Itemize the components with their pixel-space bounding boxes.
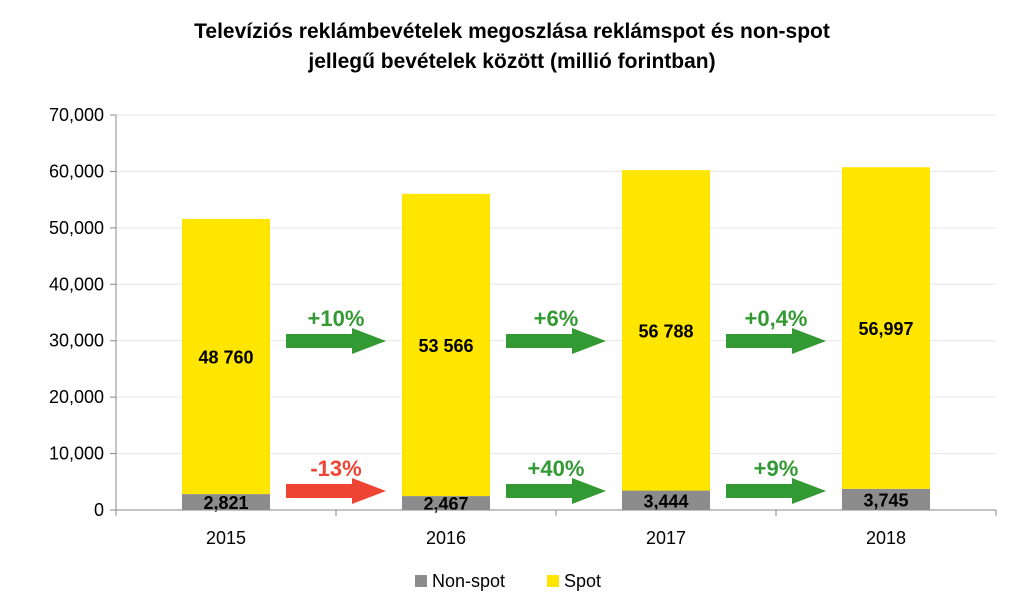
axes: 0 10,000 20,000 30,000 40,000 50,000 60,000 70,… bbox=[49, 105, 997, 548]
label-spot-growth-2: +0,4% bbox=[745, 306, 808, 331]
label-nonspot-growth-1: +40% bbox=[528, 456, 585, 481]
arrow-spot-growth-2 bbox=[726, 328, 826, 354]
x-tick-label-2017: 2017 bbox=[646, 528, 686, 548]
y-tick-label-0: 0 bbox=[94, 500, 104, 520]
y-tick-label-3: 30,000 bbox=[49, 331, 104, 351]
y-tick-label-2: 20,000 bbox=[49, 387, 104, 407]
label-nonspot-growth-2: +9% bbox=[754, 456, 799, 481]
label-spot-growth-1: +6% bbox=[534, 306, 579, 331]
data-label-spot-2016: 53 566 bbox=[418, 336, 473, 356]
legend-nonspot-swatch bbox=[415, 575, 427, 587]
data-label-spot-2017: 56 788 bbox=[638, 321, 693, 341]
bar-spot-2015 bbox=[182, 218, 270, 495]
data-label-nonspot-2018: 3,745 bbox=[863, 490, 908, 510]
data-label-spot-2018: 56,997 bbox=[858, 319, 913, 339]
x-tick-label-2016: 2016 bbox=[426, 528, 466, 548]
arrow-spot-growth-0 bbox=[286, 328, 386, 354]
bar-nonspot-2017 bbox=[622, 490, 710, 510]
arrow-nonspot-growth-0 bbox=[286, 478, 386, 504]
legend-nonspot-label: Non-spot bbox=[432, 571, 505, 591]
legend: Non-spot Spot bbox=[415, 571, 601, 591]
bar-nonspot-2015 bbox=[182, 494, 270, 510]
x-tick-label-2015: 2015 bbox=[206, 528, 246, 548]
chart-title-line-2: jellegű bevételek között (millió forintb… bbox=[307, 50, 715, 73]
bar-spot-2017 bbox=[622, 170, 710, 491]
bar-nonspot-2016 bbox=[402, 496, 490, 510]
arrow-nonspot-growth-1 bbox=[506, 478, 606, 504]
bar-spot-2018 bbox=[842, 167, 930, 489]
data-label-nonspot-2017: 3,444 bbox=[643, 491, 688, 511]
arrow-nonspot-growth-2 bbox=[726, 478, 826, 504]
bar-nonspot-2018 bbox=[842, 488, 930, 510]
data-label-spot-2015: 48 760 bbox=[198, 348, 253, 368]
bars: 2,821 48 760 2,467 53 566 3,444 56 788 3,745 56… bbox=[182, 167, 930, 514]
legend-spot-swatch bbox=[547, 575, 559, 587]
data-label-nonspot-2015: 2,821 bbox=[203, 493, 248, 513]
data-label-nonspot-2016: 2,467 bbox=[423, 494, 468, 514]
label-nonspot-growth-0: -13% bbox=[310, 456, 361, 481]
bar-spot-2016 bbox=[402, 193, 490, 497]
growth-arrows: +10% -13% +6% +40% +0,4% +9% bbox=[286, 306, 826, 504]
chart-title-line-1: Televíziós reklámbevételek megoszlása re… bbox=[194, 20, 830, 43]
y-tick-label-7: 70,000 bbox=[49, 105, 104, 125]
y-tick-label-1: 10,000 bbox=[49, 444, 104, 464]
y-tick-label-6: 60,000 bbox=[49, 161, 104, 181]
y-tick-label-4: 40,000 bbox=[49, 274, 104, 294]
x-tick-label-2018: 2018 bbox=[866, 528, 906, 548]
arrow-spot-growth-1 bbox=[506, 328, 606, 354]
y-tick-label-5: 50,000 bbox=[49, 218, 104, 238]
legend-spot-label: Spot bbox=[564, 571, 601, 591]
label-spot-growth-0: +10% bbox=[308, 306, 365, 331]
